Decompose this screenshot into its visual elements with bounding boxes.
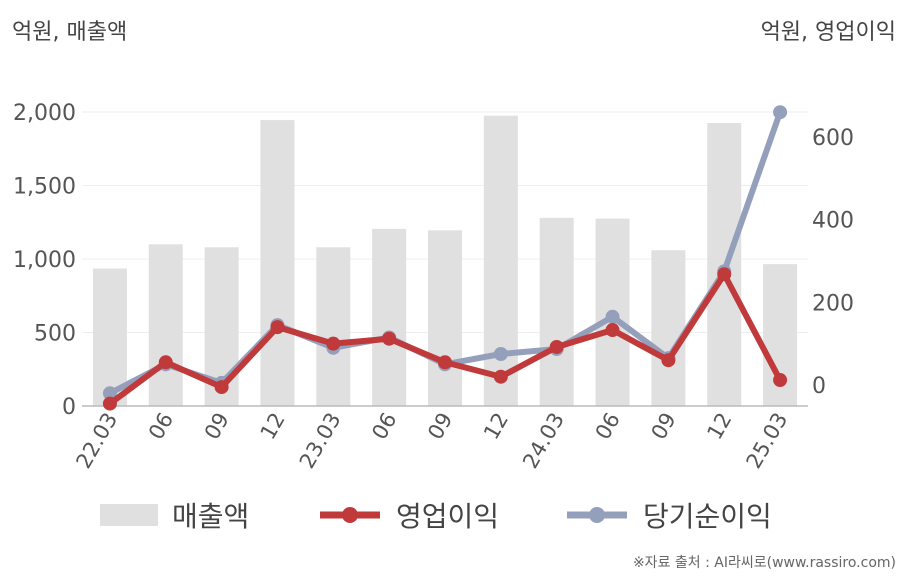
x-tick-label: 12: [256, 409, 290, 444]
operating-profit-point[interactable]: [549, 339, 564, 354]
revenue-bar[interactable]: [483, 115, 518, 407]
legend-swatch-net: [567, 507, 627, 523]
left-y-tick-label: 1,500: [13, 175, 76, 200]
revenue-bar[interactable]: [92, 268, 127, 406]
operating-profit-point[interactable]: [214, 380, 229, 395]
x-tick-label: 24.03: [518, 409, 569, 473]
left-y-tick-label: 500: [34, 322, 76, 347]
left-y-tick-label: 1,000: [13, 248, 76, 273]
financial-chart: 0 500 1,000 1,500 2,000 0 200 400 600 22.03 06 09…: [13, 101, 854, 473]
x-tick-label: 09: [423, 409, 457, 444]
left-axis-unit: 억원, 매출액: [12, 20, 128, 45]
revenue-bar[interactable]: [372, 228, 407, 406]
revenue-bar[interactable]: [428, 230, 462, 406]
legend-label-revenue: 매출액: [172, 500, 250, 533]
legend-label-net: 당기순이익: [643, 500, 772, 533]
legend-item-operating[interactable]: 영업이익: [318, 490, 499, 540]
operating-profit-point[interactable]: [773, 373, 788, 388]
x-tick-label: 25.03: [742, 409, 793, 473]
legend-item-revenue[interactable]: 매출액: [100, 490, 249, 540]
operating-profit-point[interactable]: [438, 355, 452, 370]
right-y-tick-label: 200: [812, 291, 854, 316]
right-y-tick-label: 400: [812, 209, 854, 234]
legend-item-net[interactable]: 당기순이익: [565, 490, 772, 540]
x-tick-label: 09: [200, 409, 234, 444]
operating-profit-point[interactable]: [605, 323, 620, 338]
legend-label-operating: 영업이익: [396, 500, 500, 533]
right-y-tick-label: 0: [812, 374, 826, 399]
x-tick-label: 22.03: [71, 409, 122, 473]
operating-profit-point[interactable]: [493, 369, 508, 384]
operating-profit-point[interactable]: [717, 267, 732, 282]
operating-profit-point[interactable]: [382, 331, 397, 346]
data-source: ※자료 출처 : AI라씨로(www.rassiro.com): [632, 555, 896, 571]
right-y-tick-label: 600: [812, 126, 854, 151]
operating-profit-point[interactable]: [661, 353, 676, 368]
x-tick-label: 09: [647, 409, 681, 444]
right-axis-unit: 억원, 영업이익: [760, 20, 896, 45]
right-y-ticks: 0 200 400 600: [812, 126, 854, 399]
x-ticks: 22.03 06 09 12 23.03 06 09 12 24.03 06 09 12 25.03: [71, 409, 792, 473]
x-tick-label: 06: [367, 409, 401, 444]
x-tick-label: 06: [144, 409, 178, 444]
x-tick-label: 06: [591, 409, 625, 444]
legend-swatch-revenue: [100, 504, 158, 526]
revenue-bar[interactable]: [539, 217, 574, 406]
revenue-bar[interactable]: [148, 244, 183, 406]
legend-swatch-operating: [320, 507, 380, 523]
net-income-point[interactable]: [102, 386, 117, 401]
operating-profit-point[interactable]: [102, 396, 117, 411]
left-y-tick-label: 2,000: [13, 101, 76, 126]
revenue-bars: [92, 115, 798, 407]
operating-profit-point[interactable]: [270, 320, 285, 335]
left-y-tick-label: 0: [62, 395, 76, 420]
net-income-point[interactable]: [493, 347, 508, 361]
operating-profit-point[interactable]: [158, 355, 173, 370]
x-tick-label: 12: [702, 409, 736, 444]
revenue-bar[interactable]: [651, 250, 686, 406]
operating-profit-point[interactable]: [326, 336, 341, 351]
net-income-point[interactable]: [773, 105, 788, 120]
x-tick-label: 12: [479, 409, 513, 444]
legend: 매출액 영업이익 당기순이익: [0, 490, 908, 540]
revenue-bar[interactable]: [260, 120, 295, 407]
left-y-ticks: 0 500 1,000 1,500 2,000: [13, 101, 76, 420]
revenue-bar[interactable]: [316, 247, 351, 406]
profit-lines: [102, 105, 788, 411]
x-tick-label: 23.03: [295, 409, 346, 473]
net-income-point[interactable]: [605, 309, 620, 324]
